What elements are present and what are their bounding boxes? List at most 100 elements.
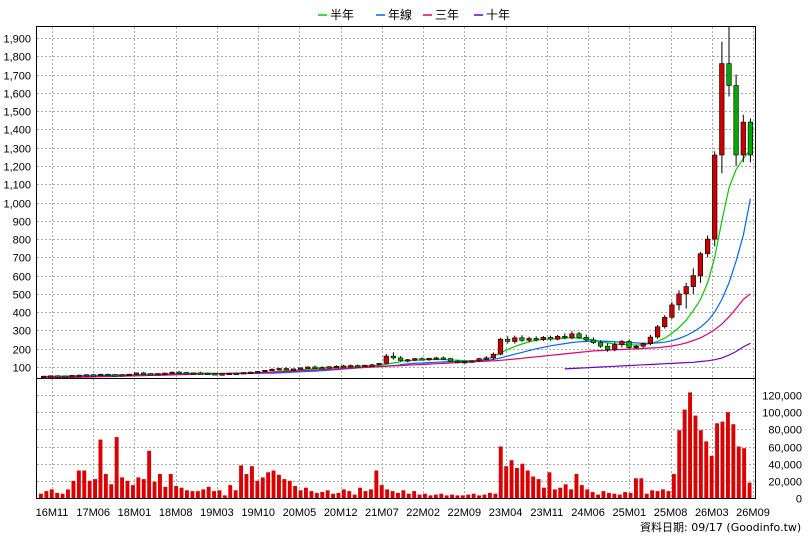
volume-bar [298,490,303,498]
candle-body [583,337,589,341]
candle-body [240,372,247,375]
price-tick-label: 200 [13,345,31,357]
candlestick [205,372,211,376]
candle-body [176,371,182,374]
volume-bar [677,430,682,498]
volume-bar [228,485,233,498]
candle-body [276,368,282,371]
candle-body [297,367,304,370]
candle-body [483,357,489,360]
volume-bar [585,489,590,498]
volume-bar [547,472,552,499]
candlestick [190,372,197,375]
candle-body [526,338,532,341]
volume-bar [417,494,422,498]
volume-bar [320,492,325,498]
price-tick-label: 400 [13,308,31,320]
x-tick-label: 19M10 [241,507,275,519]
candlestick [547,335,554,341]
candlestick [198,371,204,375]
volume-bar [715,423,719,498]
candle-body [55,375,61,378]
volume-tick-label: 0 [796,494,802,506]
candlestick [512,335,518,344]
grid-lines [37,27,755,498]
volume-bar [277,474,281,498]
source-label: 資料日期: 09/17 (Goodinfo.tw) [640,520,801,534]
candlestick [747,118,753,163]
volume-bar [385,489,390,498]
volume-bar [71,480,76,498]
candle-body [440,357,447,360]
candlestick [219,373,225,376]
candlestick [183,371,189,375]
candlestick [626,339,632,349]
candlestick [233,372,239,376]
volume-bar [369,489,373,498]
candlestick [633,344,639,350]
volume-bar [287,480,292,498]
price-tick-label: 1,000 [3,199,31,211]
candlestick [255,371,261,374]
volume-bar [639,478,644,498]
volume-tick-label: 40,000 [768,460,802,472]
candlestick [112,374,118,377]
candlesticks [40,27,753,379]
volume-bar [601,491,606,498]
candlestick [683,282,689,309]
volume-bar [125,480,130,498]
volume-bar [163,486,168,498]
legend-item: 三年 [423,8,459,22]
legend-item: 十年 [474,8,510,22]
candlestick [133,372,140,375]
candle-body [319,367,325,370]
candle-body [333,365,339,369]
volume-bar [428,495,433,498]
ma-line-3 [43,293,751,379]
candlestick [654,325,661,339]
volume-tick-label: 100,000 [762,408,802,420]
volume-bar [136,477,141,498]
candlestick [462,360,468,364]
candlestick [640,342,646,348]
volume-bar [563,484,568,498]
candle-body [405,359,411,362]
volume-bar [531,476,536,498]
volume-bars [39,392,752,499]
candlestick [676,290,682,311]
candle-body [269,368,275,372]
candle-body [262,369,268,373]
price-tick-label: 700 [13,253,31,265]
candle-body [340,365,347,368]
volume-bar [103,474,108,498]
candle-body [569,333,575,338]
candlestick [426,357,432,361]
candlestick [105,373,111,377]
candlestick [40,375,47,379]
candlestick [290,368,297,371]
volume-bar [331,493,335,498]
volume-bar [201,489,206,498]
candlestick [283,367,289,371]
volume-bar [390,491,395,498]
volume-plot-frame [36,378,756,499]
x-tick-label: 21M07 [365,507,399,519]
candle-body [476,358,482,362]
price-tick-label: 100 [13,363,31,375]
volume-bar [93,479,97,498]
volume-bar [239,465,243,498]
candlestick [490,352,497,360]
candle-body [612,344,618,350]
ma-line-1 [43,149,751,378]
volume-bar [374,470,379,498]
x-tick-label: 17M06 [76,507,110,519]
candle-body [712,154,718,240]
candle-body [40,375,47,379]
volume-bar [396,492,400,498]
candle-body [719,63,725,156]
candle-body [455,360,461,364]
candle-body [112,374,118,377]
volume-bar [504,466,509,498]
candlestick [126,373,132,377]
candle-body [48,375,54,378]
